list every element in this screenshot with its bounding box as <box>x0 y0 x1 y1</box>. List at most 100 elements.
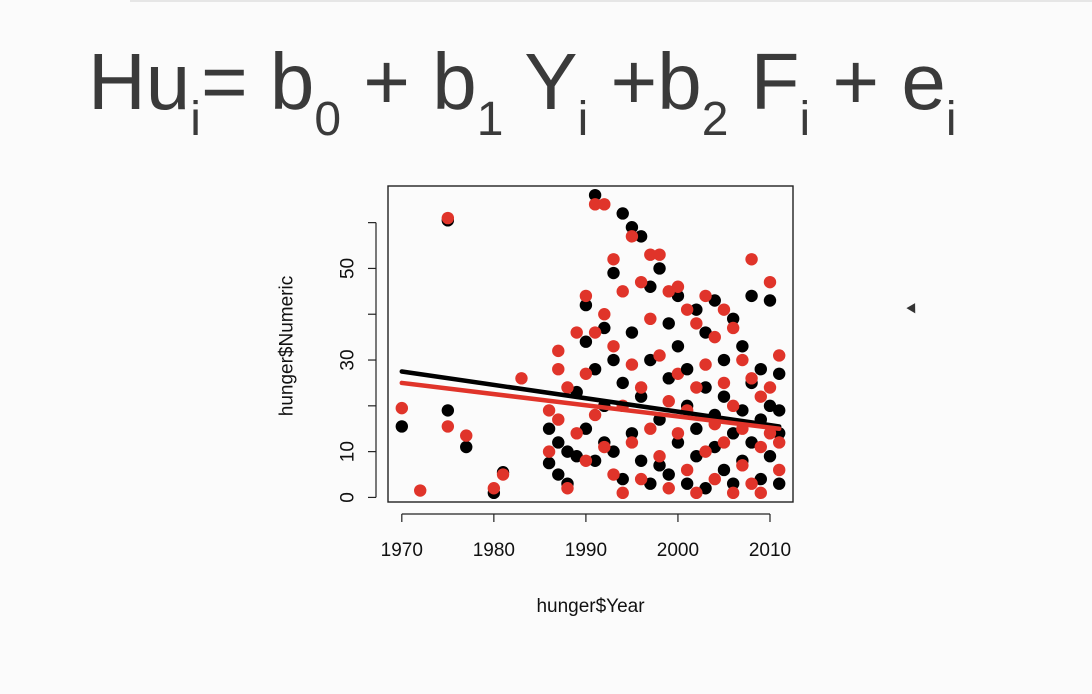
data-point <box>690 450 703 463</box>
data-point <box>588 198 602 211</box>
data-point <box>653 459 666 472</box>
data-point <box>708 330 721 344</box>
data-point <box>699 445 712 458</box>
data-point <box>763 450 777 463</box>
x-tick-label: 2010 <box>749 540 791 561</box>
data-point <box>414 484 427 497</box>
data-point <box>680 303 694 316</box>
data-point <box>699 289 712 303</box>
data-point <box>395 420 409 433</box>
formula-y-subscript: i <box>577 93 589 146</box>
data-point <box>680 477 694 490</box>
data-point <box>634 381 648 394</box>
data-point <box>680 362 694 376</box>
trend-line <box>399 369 782 429</box>
axes-layer: 1970 1980 1990 2000 2010 0 10 30 50 <box>338 222 791 561</box>
data-point <box>726 427 740 440</box>
data-point <box>708 472 721 486</box>
data-point <box>662 468 675 481</box>
data-point <box>552 362 565 376</box>
data-point <box>579 367 593 380</box>
data-point <box>754 440 767 454</box>
data-point <box>745 436 758 449</box>
data-point <box>717 436 731 449</box>
formula-f-subscript: i <box>799 93 811 146</box>
data-point <box>634 454 648 467</box>
formula-plus-b2: +b <box>588 37 702 126</box>
data-point <box>680 463 694 477</box>
data-point <box>726 486 740 500</box>
data-point <box>708 440 721 454</box>
data-point <box>772 404 786 417</box>
data-point <box>625 230 639 243</box>
data-point <box>542 445 556 458</box>
formula-b2-subscript: 2 <box>701 93 729 146</box>
y-tick-label: 10 <box>338 441 359 462</box>
data-point <box>772 436 786 449</box>
data-point <box>625 221 639 234</box>
data-point <box>671 436 685 449</box>
data-point <box>570 427 583 440</box>
data-point <box>717 376 731 390</box>
data-point <box>699 381 712 394</box>
data-point <box>634 390 648 403</box>
data-point <box>441 420 455 433</box>
formula-y: Y <box>503 37 578 126</box>
data-point <box>588 188 602 202</box>
data-point <box>625 436 639 449</box>
data-point <box>736 459 749 472</box>
data-point <box>607 353 620 367</box>
trend-layer <box>399 369 782 431</box>
data-point <box>717 390 731 403</box>
data-point <box>671 367 685 380</box>
data-point <box>570 450 583 463</box>
data-point <box>726 321 740 335</box>
data-point <box>598 308 611 321</box>
data-point <box>625 427 639 440</box>
data-point <box>772 477 786 490</box>
data-point <box>708 294 721 307</box>
formula-plus-e: + e <box>810 37 946 126</box>
slide-top-border <box>130 0 1092 2</box>
x-tick-label: 2000 <box>657 540 699 561</box>
y-tick-label: 0 <box>338 492 359 503</box>
data-point <box>588 454 602 467</box>
formula-lhs-subscript: i <box>190 93 201 146</box>
data-point <box>763 381 777 394</box>
data-point <box>598 321 611 335</box>
data-point <box>607 253 620 266</box>
data-point <box>644 353 657 367</box>
data-point <box>690 381 703 394</box>
data-point <box>671 289 685 303</box>
x-tick-label: 1990 <box>565 540 607 561</box>
data-point <box>754 472 767 486</box>
data-point <box>588 408 602 422</box>
data-point <box>460 429 473 442</box>
data-point <box>690 486 703 500</box>
data-point <box>717 303 731 316</box>
data-point <box>496 468 510 481</box>
data-point <box>579 289 593 303</box>
trend-line <box>399 380 782 431</box>
data-point <box>717 353 731 367</box>
data-point <box>616 285 629 298</box>
data-point <box>570 326 583 339</box>
data-point <box>671 427 685 440</box>
x-tick-label: 1970 <box>381 540 423 561</box>
data-point <box>754 486 767 500</box>
data-point <box>726 399 740 413</box>
data-point <box>726 477 740 490</box>
data-point <box>552 436 565 449</box>
formula-e-subscript: i <box>945 93 957 146</box>
data-point <box>441 211 455 225</box>
data-point <box>726 312 740 326</box>
data-point <box>754 390 767 403</box>
data-point <box>763 294 777 307</box>
data-point <box>598 440 611 454</box>
y-tick-label: 50 <box>338 258 359 279</box>
data-point <box>552 344 565 358</box>
formula-b0-subscript: 0 <box>314 93 342 146</box>
data-point <box>662 317 675 330</box>
data-point <box>717 463 731 477</box>
